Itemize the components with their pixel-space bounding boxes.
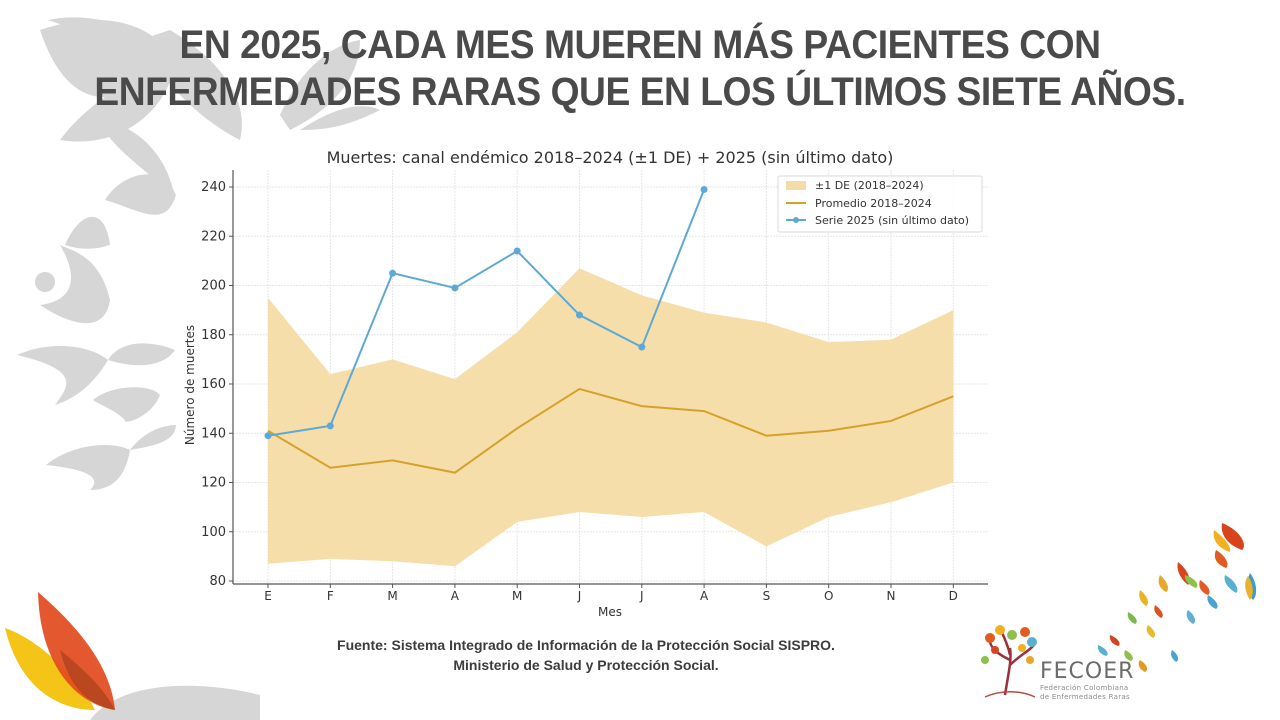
legend: ±1 DE (2018–2024) Promedio 2018–2024 Ser… (777, 175, 983, 233)
legend-label-2025: Serie 2025 (sin último dato) (815, 214, 969, 227)
y-tick-label: 120 (201, 476, 226, 491)
x-tick-label: M (387, 589, 397, 603)
x-tick-label: D (949, 589, 958, 603)
y-tick-label: 80 (209, 574, 226, 589)
y-tick-label: 160 (201, 377, 226, 392)
y-tick-label: 180 (201, 328, 226, 343)
legend-2025-marker (793, 217, 799, 223)
headline: EN 2025, CADA MES MUEREN MÁS PACIENTES C… (45, 22, 1235, 116)
butterfly-leaves-icon (1097, 523, 1257, 672)
x-tick-label: A (700, 589, 709, 603)
series-2025-point (326, 422, 334, 430)
legend-frame (777, 175, 983, 233)
series-2025-point (700, 185, 708, 193)
mean-line (267, 387, 954, 474)
legend-label-mean: Promedio 2018–2024 (815, 197, 932, 210)
x-tick-label: E (264, 589, 272, 603)
series-2025-point (638, 343, 646, 351)
sd-band-area (268, 268, 954, 567)
series-2025-point (264, 432, 272, 440)
lines-layer (264, 185, 954, 474)
y-tick-label: 140 (201, 426, 226, 441)
series-2025-point (389, 269, 397, 277)
series-2025-point (513, 247, 521, 255)
axes: 80 100 120 140 160 180 200 220 240 E F M A M J J A S O N D (201, 170, 988, 603)
x-tick-label: A (451, 589, 460, 603)
legend-band-swatch (786, 181, 806, 190)
source-note: Fuente: Sistema Integrado de Información… (0, 635, 1172, 675)
band-layer (268, 268, 954, 567)
logo-name: FECOER (1040, 659, 1135, 684)
series-2025-point (576, 311, 583, 319)
x-tick-label: M (512, 589, 522, 603)
source-line-1: Fuente: Sistema Integrado de Información… (337, 637, 835, 653)
chart-title: Muertes: canal endémico 2018–2024 (±1 DE… (327, 148, 894, 167)
series-2025-point (451, 284, 459, 292)
logo-subtitle-1: Federación Colombiana (1040, 684, 1129, 692)
y-tick-label: 220 (201, 229, 226, 244)
x-tick-label: S (763, 589, 771, 603)
y-tick-label: 240 (201, 180, 226, 195)
x-tick-label: J (639, 589, 644, 603)
y-tick-label: 200 (201, 279, 226, 294)
y-axis-label: Número de muertes (183, 325, 197, 445)
x-tick-label: N (887, 589, 896, 603)
source-line-2: Ministerio de Salud y Protección Social. (453, 657, 719, 673)
x-tick-label: F (327, 589, 334, 603)
logo-subtitle-2: de Enfermedades Raras (1040, 693, 1130, 701)
x-axis-label: Mes (598, 605, 622, 619)
fecoer-tree-logo-icon (981, 625, 1037, 698)
y-tick-label: 100 (201, 525, 226, 540)
headline-line-2: ENFERMEDADES RARAS QUE EN LOS ÚLTIMOS SI… (94, 70, 1186, 114)
x-tick-label: J (577, 589, 582, 603)
corner-leaf-icon (5, 592, 115, 710)
fecoer-logo: FECOER Federación Colombiana de Enfermed… (1040, 660, 1134, 702)
x-tick-label: O (824, 589, 833, 603)
series-2025-line (267, 189, 706, 437)
legend-label-band: ±1 DE (2018–2024) (815, 179, 924, 192)
watermark-leaves-icon (17, 17, 380, 720)
headline-line-1: EN 2025, CADA MES MUEREN MÁS PACIENTES C… (179, 23, 1101, 67)
